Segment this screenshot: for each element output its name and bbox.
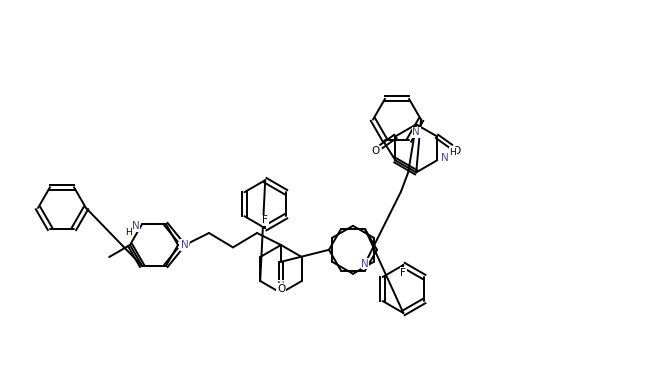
Text: N: N [441,153,449,163]
Text: N: N [412,127,420,137]
Text: F: F [262,215,268,225]
Text: F: F [401,268,406,278]
Text: N: N [181,240,189,250]
Text: N: N [277,281,285,291]
Text: H: H [450,148,456,157]
Text: N: N [361,258,369,269]
Text: O: O [181,240,189,250]
Text: N: N [132,221,140,231]
Text: O: O [371,146,379,156]
Text: H: H [124,228,131,237]
Text: O: O [453,146,461,156]
Text: O: O [277,284,285,294]
Text: O: O [181,240,189,250]
